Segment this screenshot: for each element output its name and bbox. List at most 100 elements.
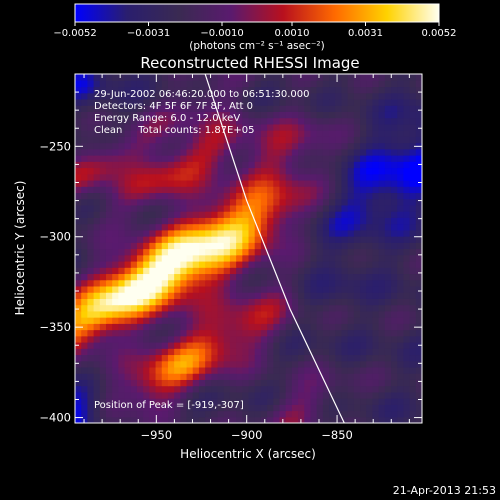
heatmap-cell <box>99 223 107 231</box>
heatmap-cell <box>260 279 268 287</box>
heatmap-cell <box>335 148 343 156</box>
heatmap-cell <box>124 229 132 237</box>
heatmap-cell <box>180 341 188 349</box>
heatmap-cell <box>143 167 150 175</box>
heatmap-cell <box>87 398 95 405</box>
heatmap-cell <box>322 223 330 231</box>
heatmap-cell <box>217 74 225 81</box>
heatmap-cell <box>329 329 336 337</box>
heatmap-cell <box>229 292 237 299</box>
heatmap-cell <box>136 329 144 337</box>
heatmap-cell <box>310 398 318 405</box>
heatmap-cell <box>391 248 398 256</box>
heatmap-cell <box>236 211 243 218</box>
heatmap-cell <box>217 229 225 237</box>
heatmap-cell <box>397 130 405 137</box>
heatmap-cell <box>353 242 361 250</box>
heatmap-cell <box>353 366 361 374</box>
heatmap-cell <box>378 74 386 81</box>
heatmap-cell <box>180 173 188 181</box>
heatmap-cell <box>180 398 188 405</box>
heatmap-cell <box>409 211 417 218</box>
heatmap-cell <box>298 211 305 218</box>
heatmap-cell <box>366 260 374 268</box>
heatmap-cell <box>192 373 200 380</box>
heatmap-cell <box>198 161 206 169</box>
heatmap-cell <box>316 211 324 218</box>
heatmap-cell <box>360 348 367 356</box>
heatmap-cell <box>384 148 392 156</box>
heatmap-cell <box>161 298 169 306</box>
heatmap-cell <box>273 123 281 131</box>
heatmap-cell <box>304 354 312 362</box>
heatmap-cell <box>341 385 349 393</box>
heatmap-cell <box>384 123 392 131</box>
heatmap-cell <box>248 341 256 349</box>
heatmap-cell <box>335 229 343 237</box>
heatmap-cell <box>409 304 417 312</box>
heatmap-cell <box>242 92 250 100</box>
heatmap-cell <box>236 142 243 150</box>
heatmap-cell <box>372 173 380 181</box>
heatmap-cell <box>291 279 299 287</box>
heatmap-cell <box>391 366 398 374</box>
heatmap-cell <box>99 292 107 299</box>
heatmap-cell <box>223 398 231 405</box>
heatmap-cell <box>161 254 169 262</box>
heatmap-cell <box>403 179 411 187</box>
heatmap-cell <box>223 179 231 187</box>
heatmap-cell <box>112 317 119 324</box>
heatmap-cell <box>267 123 274 131</box>
heatmap-cell <box>180 310 188 318</box>
heatmap-cell <box>136 142 144 150</box>
heatmap-cell <box>316 92 324 100</box>
heatmap-cell <box>260 173 268 181</box>
heatmap-cell <box>192 385 200 393</box>
heatmap-cell <box>186 86 194 94</box>
heatmap-cell <box>347 98 355 106</box>
heatmap-cell <box>198 248 206 256</box>
heatmap-cell <box>87 267 95 275</box>
heatmap-cell <box>155 204 163 212</box>
heatmap-cell <box>273 254 281 262</box>
heatmap-cell <box>273 242 281 250</box>
heatmap-cell <box>347 204 355 212</box>
heatmap-cell <box>242 360 250 368</box>
heatmap-cell <box>335 86 343 94</box>
heatmap-cell <box>75 136 82 144</box>
heatmap-cell <box>409 229 417 237</box>
heatmap-cell <box>236 304 243 312</box>
heatmap-cell <box>167 335 175 343</box>
heatmap-cell <box>415 86 422 94</box>
heatmap-cell <box>329 398 336 405</box>
heatmap-cell <box>75 123 82 131</box>
heatmap-cell <box>149 192 157 200</box>
heatmap-cell <box>335 267 343 275</box>
heatmap-cell <box>273 373 281 380</box>
heatmap-cell <box>217 416 225 423</box>
heatmap-cell <box>260 348 268 356</box>
heatmap-cell <box>211 167 219 175</box>
heatmap-cell <box>75 398 82 405</box>
heatmap-cell <box>192 317 200 324</box>
heatmap-cell <box>316 192 324 200</box>
heatmap-cell <box>291 391 299 399</box>
heatmap-cell <box>167 354 175 362</box>
heatmap-cell <box>223 130 231 137</box>
heatmap-cell <box>353 391 361 399</box>
heatmap-cell <box>291 348 299 356</box>
heatmap-cell <box>105 117 113 125</box>
heatmap-cell <box>415 117 422 125</box>
heatmap-cell <box>298 391 305 399</box>
heatmap-cell <box>409 317 417 324</box>
heatmap-cell <box>254 155 262 162</box>
heatmap-cell <box>335 211 343 218</box>
heatmap-cell <box>223 310 231 318</box>
heatmap-cell <box>118 416 126 423</box>
heatmap-cell <box>161 211 169 218</box>
heatmap-cell <box>397 410 405 418</box>
heatmap-cell <box>105 248 113 256</box>
heatmap-cell <box>198 117 206 125</box>
heatmap-cell <box>99 80 107 88</box>
heatmap-cell <box>143 161 150 169</box>
